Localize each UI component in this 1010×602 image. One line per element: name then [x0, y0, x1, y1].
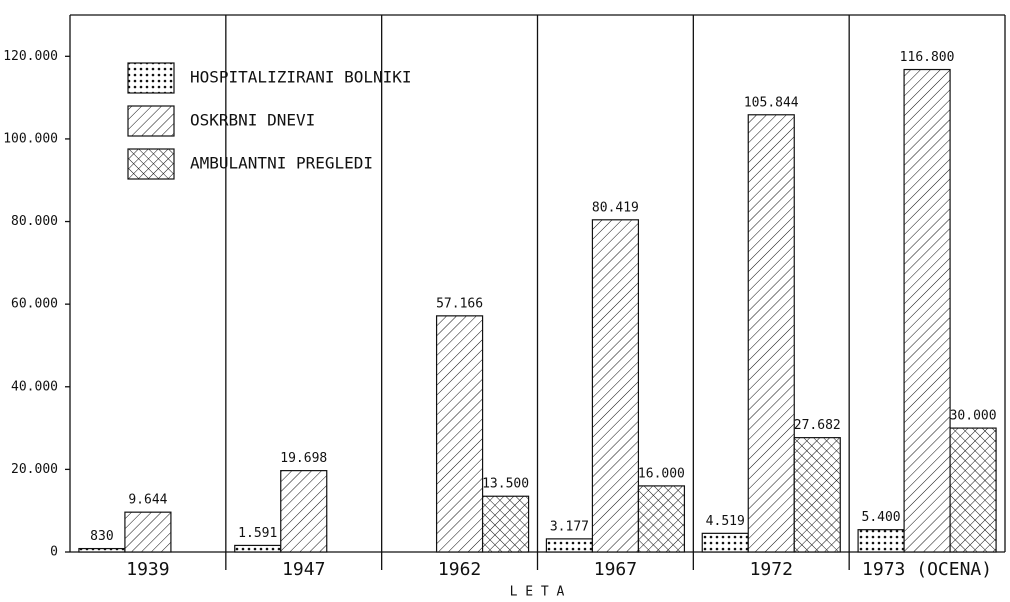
x-tick-label: 1939 [126, 559, 169, 580]
bar [234, 544, 282, 553]
y-tick-label: 20.000 [11, 462, 58, 477]
bar [435, 315, 484, 553]
legend-swatch [127, 105, 175, 137]
value-label: 57.166 [436, 296, 483, 311]
bar [78, 547, 126, 553]
legend-label: AMBULANTNI PREGLEDI [190, 154, 373, 173]
y-tick-label: 40.000 [11, 379, 58, 394]
bar [124, 511, 172, 553]
y-tick-label: 0 [50, 545, 58, 560]
value-label: 13.500 [482, 477, 529, 492]
x-tick-label: 1962 [438, 559, 481, 580]
x-tick-label: 1972 [750, 559, 793, 580]
value-label: 19.698 [280, 451, 327, 466]
value-label: 830 [90, 529, 113, 544]
value-label: 3.177 [550, 519, 589, 534]
x-tick-label: 1947 [282, 559, 325, 580]
value-label: 116.800 [900, 50, 955, 65]
value-label: 27.682 [794, 418, 841, 433]
value-label: 4.519 [706, 514, 745, 529]
y-tick-label: 120.000 [3, 49, 58, 64]
x-tick-label: 1967 [594, 559, 637, 580]
bar [701, 532, 749, 553]
bar [481, 495, 530, 553]
value-label: 105.844 [744, 95, 799, 110]
bar [280, 470, 328, 553]
value-label: 30.000 [950, 409, 997, 424]
bar [793, 437, 841, 553]
bar [903, 68, 951, 553]
y-tick-label: 100.000 [3, 131, 58, 146]
legend-label: HOSPITALIZIRANI BOLNIKI [190, 68, 412, 87]
bar [637, 485, 686, 553]
legend-label: OSKRBNI DNEVI [190, 111, 315, 130]
value-label: 1.591 [238, 526, 277, 541]
value-label: 80.419 [592, 200, 639, 215]
legend-swatch [127, 62, 175, 94]
bar [747, 114, 795, 553]
x-axis-label: L E T A [510, 585, 565, 600]
bar [545, 538, 594, 553]
x-tick-label: 1973 (OCENA) [862, 559, 992, 580]
bar [949, 427, 997, 553]
y-tick-label: 80.000 [11, 214, 58, 229]
value-label: 16.000 [638, 466, 685, 481]
value-label: 9.644 [128, 493, 167, 508]
bar [857, 529, 905, 553]
value-label: 5.400 [862, 510, 901, 525]
y-tick-label: 60.000 [11, 297, 58, 312]
legend-swatch [127, 148, 175, 180]
bar [591, 219, 640, 553]
